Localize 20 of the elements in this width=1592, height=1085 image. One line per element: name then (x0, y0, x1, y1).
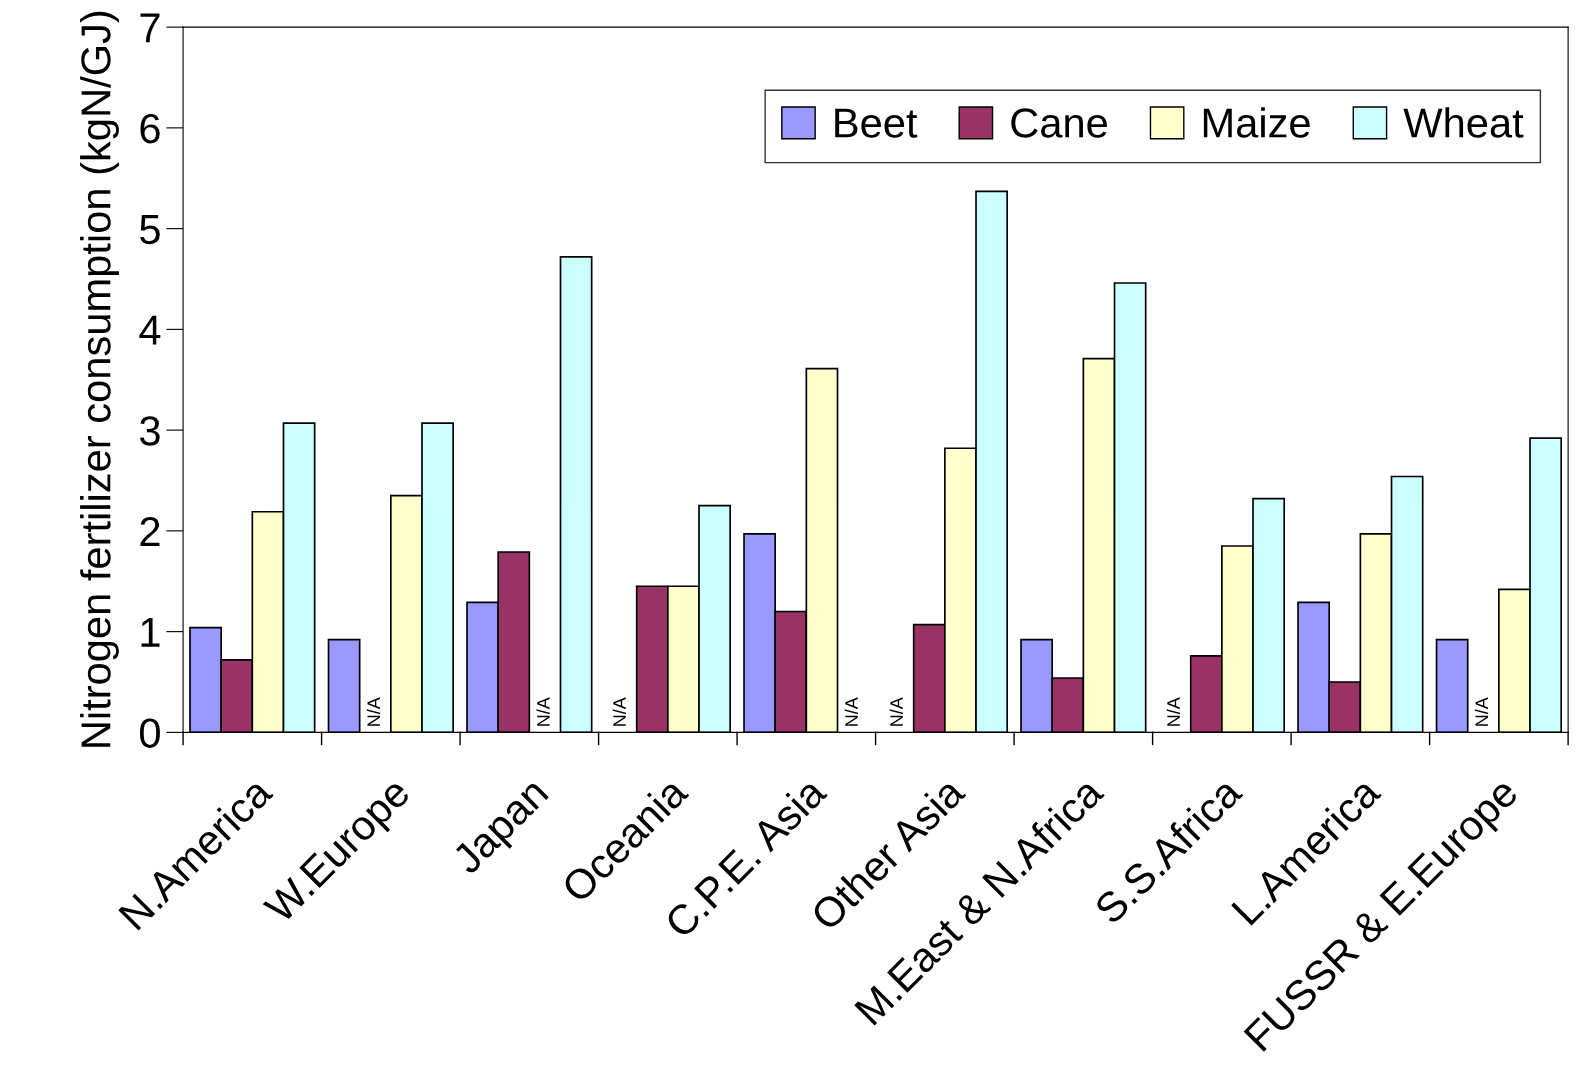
legend-label: Beet (835, 108, 918, 138)
legend-label: Cane (1011, 108, 1107, 138)
y-axis-title: Nitrogen fertilizer consumption (kgN/GJ) (80, 11, 119, 747)
y-tick-label: 3 (139, 416, 160, 446)
text: N/A (612, 697, 626, 726)
legend-label: Maize (1203, 107, 1310, 138)
text: N/A (844, 697, 858, 726)
text: N/A (366, 697, 381, 726)
text: N/A (1474, 697, 1489, 726)
y-tick-label: 5 (140, 215, 160, 245)
legend-label: Wheat (1403, 107, 1524, 138)
y-tick-label: 7 (140, 13, 160, 43)
y-tick-label: 4 (139, 315, 161, 345)
y-tick-label: 1 (141, 618, 160, 647)
y-tick-label: 2 (140, 516, 160, 546)
text: N/A (1166, 697, 1180, 726)
y-tick-label: 0 (140, 718, 160, 748)
text: N/A (889, 697, 903, 726)
text: N/A (536, 697, 550, 726)
y-tick-label: 6 (140, 113, 160, 144)
